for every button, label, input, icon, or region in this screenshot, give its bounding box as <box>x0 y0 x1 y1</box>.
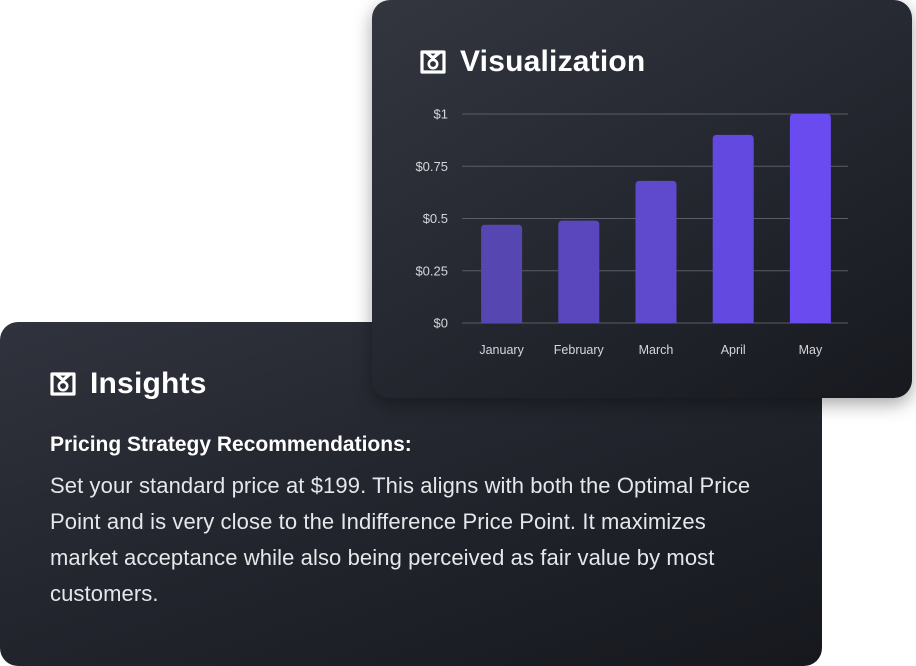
insights-header: Insights <box>50 366 207 402</box>
brand-logo-icon <box>50 372 76 396</box>
insights-title: Insights <box>90 367 207 400</box>
y-tick-label: $0.75 <box>415 159 448 174</box>
x-tick-label: April <box>721 343 746 357</box>
visualization-card: Visualization $0 $0.25 $0.5 $0.75 $1 January F… <box>372 0 912 398</box>
y-tick-label: $0 <box>434 316 448 331</box>
x-tick-label: February <box>554 343 605 357</box>
x-tick-label: January <box>479 343 524 357</box>
insights-text: Set your standard price at $199. This al… <box>50 473 751 606</box>
insights-heading: Pricing Strategy Recommendations: <box>50 433 412 456</box>
bar-may[interactable] <box>789 114 831 323</box>
insights-body: Pricing Strategy Recommendations: Set yo… <box>50 430 770 612</box>
brand-logo-icon <box>420 50 446 74</box>
y-tick-label: $0.25 <box>415 263 448 278</box>
bar-february[interactable] <box>558 220 600 323</box>
visualization-header: Visualization <box>420 44 645 80</box>
bar-chart: $0 $0.25 $0.5 $0.75 $1 January February March Ap… <box>415 107 848 358</box>
bar-layer <box>481 114 831 323</box>
bar-january[interactable] <box>481 224 523 323</box>
visualization-title: Visualization <box>460 45 646 78</box>
x-tick-label: March <box>639 343 674 357</box>
y-tick-label: $0.5 <box>423 211 448 226</box>
bar-march[interactable] <box>635 180 677 323</box>
y-tick-label: $1 <box>434 107 448 122</box>
x-tick-label: May <box>799 343 823 357</box>
label-layer: $0 $0.25 $0.5 $0.75 $1 January February March Ap… <box>415 107 822 358</box>
bar-april[interactable] <box>712 134 754 323</box>
